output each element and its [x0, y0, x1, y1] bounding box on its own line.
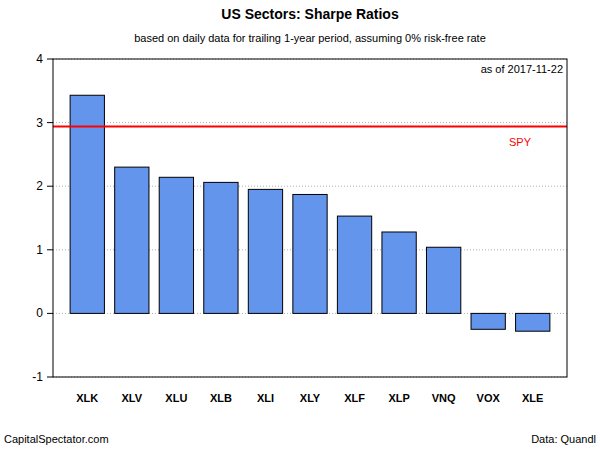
category-label: XLP [388, 392, 409, 404]
plot-frame [53, 59, 567, 377]
bar [159, 177, 193, 313]
bar [337, 216, 371, 313]
credit: CapitalSpectator.com [4, 433, 109, 445]
category-label: XLE [522, 392, 543, 404]
category-label: XLB [210, 392, 232, 404]
category-label: XLV [122, 392, 143, 404]
category-label: XLU [165, 392, 187, 404]
tick-label: 2 [36, 179, 43, 193]
tick-mark [47, 186, 53, 187]
tick-mark [47, 59, 53, 60]
bar [516, 313, 550, 331]
reference-line [53, 125, 567, 127]
bar [471, 313, 505, 329]
category-label: XLY [300, 392, 321, 404]
bar [426, 247, 460, 313]
bar [382, 232, 416, 313]
category-label: XLF [344, 392, 365, 404]
tick-label: 4 [36, 52, 43, 66]
subtitle: based on daily data for trailing 1-year … [134, 32, 486, 44]
tick-label: 0 [36, 306, 43, 320]
tick-label: -1 [32, 370, 43, 384]
category-label: XLK [76, 392, 98, 404]
tick-mark [47, 249, 53, 250]
tick-mark [47, 122, 53, 123]
tick-label: 3 [36, 116, 43, 130]
chart: US Sectors: Sharpe Ratios based on daily … [0, 0, 600, 450]
bar [115, 167, 149, 313]
category-label: XLI [257, 392, 274, 404]
bar [293, 194, 327, 313]
background [0, 0, 600, 450]
bar [204, 182, 238, 313]
bars [53, 95, 567, 331]
source: Data: Quandl [531, 433, 596, 445]
tick-mark [47, 313, 53, 314]
title: US Sectors: Sharpe Ratios [221, 6, 399, 22]
bar [248, 189, 282, 313]
reference-label: SPY [509, 136, 532, 148]
category-label: VNQ [432, 392, 456, 404]
annotation: as of 2017-11-22 [481, 63, 563, 75]
tick-label: 1 [36, 243, 43, 257]
tick-mark [47, 377, 53, 378]
bar [70, 95, 104, 313]
grid-line [53, 122, 567, 123]
category-label: VOX [477, 392, 501, 404]
